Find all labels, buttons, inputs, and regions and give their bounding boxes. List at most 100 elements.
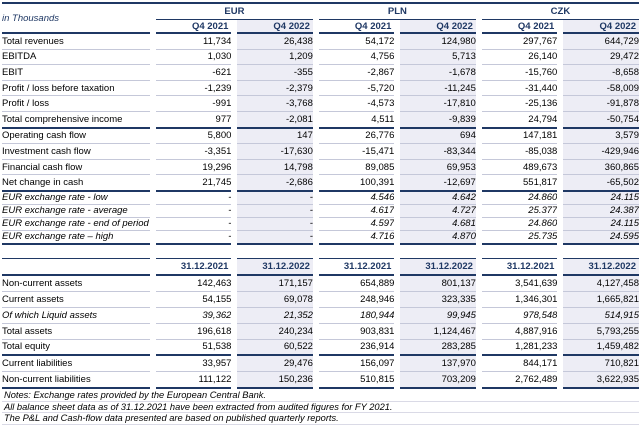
cell-value: 3,622,935 [563, 371, 639, 390]
cell-value: 26,776 [318, 127, 395, 145]
cell-value: -15,471 [318, 143, 395, 160]
currency-group-header: EUR [155, 3, 313, 20]
period-header: 31.12.2022 [237, 257, 313, 276]
cell-value: 24,794 [481, 111, 558, 129]
period-header-row: 31.12.2021 31.12.2022 31.12.2021 31.12.2022… [2, 257, 639, 276]
cell-value: - [237, 217, 313, 231]
cell-value: 137,970 [400, 355, 476, 373]
cell-value: 4.546 [318, 190, 395, 205]
table-row: Non-current liabilities 111,122 150,236 510… [2, 371, 639, 390]
cell-value: -429,946 [563, 143, 639, 160]
row-label: Total assets [2, 323, 150, 340]
row-label: Financial cash flow [2, 159, 150, 176]
cell-value: 283,285 [400, 339, 476, 357]
unit-label: in Thousands [2, 3, 150, 34]
period-header: 31.12.2022 [563, 257, 639, 276]
cell-value: 11,734 [155, 33, 232, 50]
cell-value: 24.595 [563, 230, 639, 245]
cell-value: 903,831 [318, 323, 395, 340]
cell-value: 24.860 [481, 217, 558, 231]
cell-value: 29,476 [237, 355, 313, 373]
cell-value: -11,245 [400, 80, 476, 97]
cell-value: 24.387 [563, 204, 639, 218]
table-row: Operating cash flow 5,800 147 26,776 694 147,… [2, 127, 639, 145]
cell-value: 1,665,821 [563, 291, 639, 308]
cell-value: 248,946 [318, 291, 395, 308]
cell-value: -355 [237, 64, 313, 81]
balance-sheet-table: 31.12.2021 31.12.2022 31.12.2021 31.12.2022… [2, 257, 639, 390]
cell-value: 297,767 [481, 33, 558, 50]
cell-value: 54,172 [318, 33, 395, 50]
row-label: EUR exchange rate - end of period [2, 217, 150, 231]
cell-value: 323,335 [400, 291, 476, 308]
period-header: Q4 2021 [155, 19, 232, 34]
cell-value: 99,945 [400, 307, 476, 324]
cell-value: -621 [155, 64, 232, 81]
cell-value: 703,209 [400, 371, 476, 390]
table-row: EUR exchange rate - end of period - -4.597… [2, 217, 639, 231]
cell-value: 4.617 [318, 204, 395, 218]
cell-value: -2,867 [318, 64, 395, 81]
cell-value: 977 [155, 111, 232, 129]
cell-value: 196,618 [155, 323, 232, 340]
cell-value: -50,754 [563, 111, 639, 129]
table-row: Total equity 51,538 60,522 236,914 283,285 1,… [2, 339, 639, 357]
pnl-cashflow-table: in Thousands EUR PLN CZK Q4 2021 Q4 2022 Q4 20… [2, 2, 639, 245]
table-row: EUR exchange rate - average - -4.617 4.727 2… [2, 204, 639, 218]
period-header-row: Q4 2021 Q4 2022 Q4 2021 Q4 2022 Q4 2021 Q4 20… [2, 19, 639, 34]
cell-value: - [237, 190, 313, 205]
currency-group-header: CZK [481, 3, 639, 20]
cell-value: -1,678 [400, 64, 476, 81]
cell-value: -85,038 [481, 143, 558, 160]
cell-value: 844,171 [481, 355, 558, 373]
cell-value: 1,124,467 [400, 323, 476, 340]
row-label: Investment cash flow [2, 143, 150, 160]
table-row: Non-current assets 142,463 171,157 654,889 8… [2, 274, 639, 292]
cell-value: - [155, 204, 232, 218]
row-label: EBIT [2, 64, 150, 81]
table-row: Total comprehensive income 977 -2,081 4,511… [2, 111, 639, 129]
footnote: All balance sheet data as of 31.12.2021 … [2, 402, 639, 414]
cell-value: -5,720 [318, 80, 395, 97]
cell-value: -9,839 [400, 111, 476, 129]
period-header: 31.12.2021 [155, 257, 232, 276]
cell-value: -2,686 [237, 174, 313, 192]
table-row: EBITDA 1,030 1,209 4,756 5,713 26,140 29,472 [2, 49, 639, 66]
cell-value: 21,352 [237, 307, 313, 324]
table-row: EBIT -621 -355 -2,867 -1,678 -15,760 -8,658 [2, 64, 639, 81]
cell-value: 3,579 [563, 127, 639, 145]
cell-value: 100,391 [318, 174, 395, 192]
cell-value: 19,296 [155, 159, 232, 176]
footnote: The P&L and Cash-flow data presented are… [2, 413, 639, 425]
cell-value: 147 [237, 127, 313, 145]
cell-value: 14,798 [237, 159, 313, 176]
cell-value: 514,915 [563, 307, 639, 324]
row-label: EUR exchange rate – high [2, 230, 150, 245]
cell-value: 24.115 [563, 190, 639, 205]
cell-value: -1,239 [155, 80, 232, 97]
cell-value: -991 [155, 95, 232, 112]
cell-value: 5,793,255 [563, 323, 639, 340]
cell-value: 4.870 [400, 230, 476, 245]
cell-value: 236,914 [318, 339, 395, 357]
cell-value: 551,817 [481, 174, 558, 192]
cell-value: 1,346,301 [481, 291, 558, 308]
footnote: Notes: Exchange rates provided by the Eu… [2, 390, 639, 402]
row-label: EBITDA [2, 49, 150, 66]
period-header: Q4 2022 [400, 19, 476, 34]
row-label: Profit / loss before taxation [2, 80, 150, 97]
cell-value: 69,953 [400, 159, 476, 176]
row-label: EUR exchange rate - low [2, 190, 150, 205]
cell-value: 2,762,489 [481, 371, 558, 390]
table-row: EUR exchange rate - low - -4.546 4.642 24.86… [2, 190, 639, 205]
table-row: Investment cash flow -3,351 -17,630 -15,471… [2, 143, 639, 160]
cell-value: 4,511 [318, 111, 395, 129]
cell-value: 25.377 [481, 204, 558, 218]
row-label [2, 257, 150, 276]
cell-value: -17,810 [400, 95, 476, 112]
cell-value: 51,538 [155, 339, 232, 357]
cell-value: 4.716 [318, 230, 395, 245]
cell-value: -31,440 [481, 80, 558, 97]
table-row: Profit / loss before taxation -1,239 -2,37… [2, 80, 639, 97]
